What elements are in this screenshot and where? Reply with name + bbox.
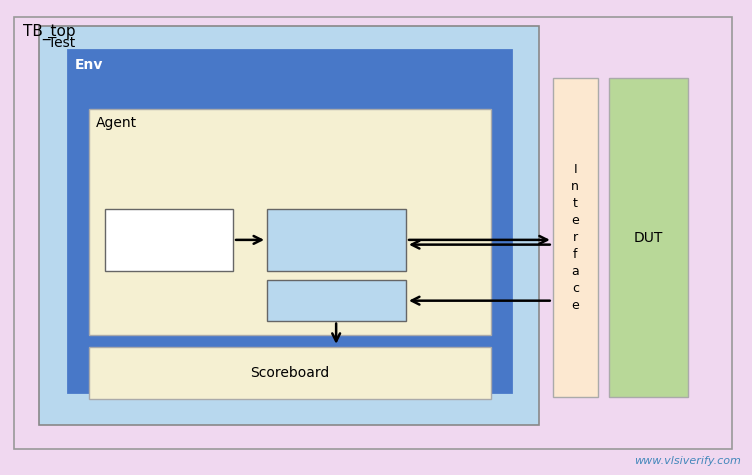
Text: www.vlsiverify.com: www.vlsiverify.com — [634, 456, 741, 466]
FancyBboxPatch shape — [39, 26, 539, 425]
Text: Sequencer: Sequencer — [135, 233, 203, 247]
Text: DUT: DUT — [634, 230, 663, 245]
FancyBboxPatch shape — [553, 78, 598, 397]
Text: TB_top: TB_top — [23, 24, 75, 40]
FancyBboxPatch shape — [89, 347, 491, 399]
FancyBboxPatch shape — [14, 17, 732, 449]
FancyBboxPatch shape — [68, 50, 511, 392]
Text: Env: Env — [75, 58, 104, 72]
FancyBboxPatch shape — [267, 280, 406, 321]
FancyBboxPatch shape — [89, 109, 491, 335]
FancyBboxPatch shape — [105, 209, 233, 271]
Text: Agent: Agent — [96, 116, 138, 130]
Text: Monitor: Monitor — [313, 294, 360, 307]
Text: Test: Test — [48, 36, 75, 49]
FancyBboxPatch shape — [609, 78, 688, 397]
Text: I
n
t
e
r
f
a
c
e: I n t e r f a c e — [572, 163, 579, 312]
FancyBboxPatch shape — [267, 209, 406, 271]
Text: Scoreboard: Scoreboard — [250, 366, 329, 380]
Text: Driver: Driver — [317, 233, 356, 247]
